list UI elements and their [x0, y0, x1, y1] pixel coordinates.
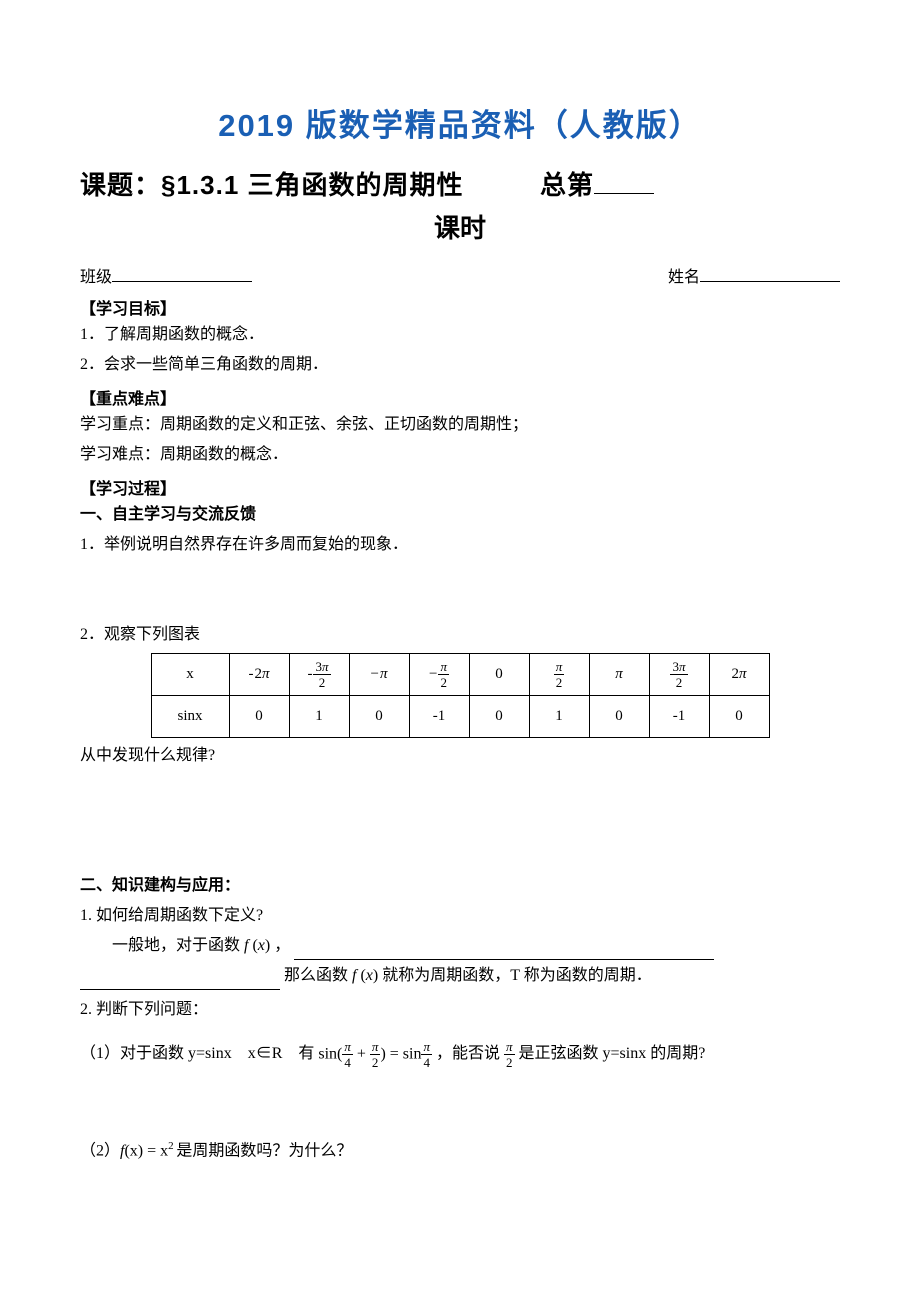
- cell: 0: [469, 696, 529, 738]
- cell: -2π: [229, 654, 289, 696]
- def-x2: x: [366, 967, 373, 984]
- s2-q1: 1. 如何给周期函数下定义?: [80, 902, 840, 930]
- cell: −π: [349, 654, 409, 696]
- s2-q2-1: （1）对于函数 y=sinx x∈R 有 sin(π4 + π2) = sinπ…: [80, 1038, 840, 1070]
- name-blank: [700, 281, 840, 282]
- definition-blank-1: [294, 942, 714, 960]
- eq-sin-open: sin(: [318, 1045, 342, 1062]
- cell: -3π2: [289, 654, 349, 696]
- def-mid: 那么函数: [284, 967, 348, 984]
- s2-q2: 2. 判断下列问题：: [80, 996, 840, 1024]
- s1-q2: 2．观察下列图表: [80, 621, 840, 649]
- cell: 0: [469, 654, 529, 696]
- cell: 3π2: [649, 654, 709, 696]
- cell: 2π: [709, 654, 769, 696]
- objective-1: 1．了解周期函数的概念．: [80, 321, 840, 349]
- objective-2: 2．会求一些简单三角函数的周期．: [80, 351, 840, 379]
- definition-blank-2: [80, 972, 280, 990]
- process-header: 【学习过程】: [80, 475, 840, 499]
- def-prefix: 一般地，对于函数: [112, 937, 240, 954]
- eq-plus: +: [353, 1045, 370, 1062]
- row1-header: x: [151, 654, 229, 696]
- cell: -1: [409, 696, 469, 738]
- def-comma: ，: [274, 937, 290, 954]
- q2-1-mid: ，能否说: [436, 1045, 500, 1062]
- cell: -1: [649, 696, 709, 738]
- sin-table: x -2π -3π2 −π −π2 0 π2 π 3π2 2π sinx 0 1…: [151, 653, 770, 738]
- difficulty-1: 学习重点：周期函数的定义和正弦、余弦、正切函数的周期性；: [80, 411, 840, 439]
- q2-1-prefix: （1）对于函数 y=sinx x∈R 有: [80, 1045, 314, 1062]
- topic-label: 课题：§1.3.1 三角函数的周期性: [80, 170, 464, 200]
- def-x: x: [258, 937, 265, 954]
- q2-1-suffix: 是正弦函数 y=sinx 的周期?: [519, 1045, 706, 1062]
- s1-q2-after: 从中发现什么规律?: [80, 742, 840, 770]
- def-fx-paren2: ): [265, 937, 274, 954]
- cell: 1: [529, 696, 589, 738]
- objectives-header: 【学习目标】: [80, 295, 840, 319]
- total-prefix: 总第: [540, 170, 594, 200]
- cell: 0: [229, 696, 289, 738]
- s2-q2-2: （2）f(x) = x2 是周期函数吗？为什么？: [80, 1132, 840, 1165]
- cell: −π2: [409, 654, 469, 696]
- s2-definition-line1: 一般地，对于函数 f (x) ，: [80, 932, 840, 960]
- q2-2-prefix: （2）: [80, 1143, 120, 1160]
- class-name-row: 班级 姓名: [80, 263, 840, 287]
- cell: 1: [289, 696, 349, 738]
- class-blank: [112, 281, 252, 282]
- cell: 0: [349, 696, 409, 738]
- main-title: 2019 版数学精品资料（人教版）: [80, 100, 840, 145]
- row2-header: sinx: [151, 696, 229, 738]
- class-label: 班级: [80, 269, 112, 286]
- s1-q1: 1．举例说明自然界存在许多周而复始的现象．: [80, 531, 840, 559]
- cell: π: [589, 654, 649, 696]
- topic-line-1: 课题：§1.3.1 三角函数的周期性 总第: [80, 165, 840, 202]
- table-container: x -2π -3π2 −π −π2 0 π2 π 3π2 2π sinx 0 1…: [80, 653, 840, 738]
- document-page: 2019 版数学精品资料（人教版） 课题：§1.3.1 三角函数的周期性 总第 …: [0, 0, 920, 1228]
- section-2-title: 二、知识建构与应用：: [80, 872, 840, 900]
- cell: 0: [709, 696, 769, 738]
- q2-2-paren: (x) = x: [124, 1143, 168, 1160]
- eq-sin-close: ) = sin: [380, 1045, 421, 1062]
- q2-2-text: 是周期函数吗？为什么？: [176, 1143, 352, 1160]
- total-blank: [594, 193, 654, 194]
- name-label: 姓名: [668, 269, 700, 286]
- def-fx2-p2: ): [373, 967, 378, 984]
- difficulty-header: 【重点难点】: [80, 385, 840, 409]
- table-row: sinx 0 1 0 -1 0 1 0 -1 0: [151, 696, 769, 738]
- section-1-title: 一、自主学习与交流反馈: [80, 501, 840, 529]
- cell: 0: [589, 696, 649, 738]
- s2-definition-line2: 那么函数 f (x) 就称为周期函数，T 称为函数的周期．: [80, 962, 840, 990]
- table-row: x -2π -3π2 −π −π2 0 π2 π 3π2 2π: [151, 654, 769, 696]
- difficulty-2: 学习难点：周期函数的概念．: [80, 441, 840, 469]
- cell: π2: [529, 654, 589, 696]
- def-suffix: 就称为周期函数，T 称为函数的周期．: [382, 967, 652, 984]
- topic-line-2: 课时: [80, 208, 840, 245]
